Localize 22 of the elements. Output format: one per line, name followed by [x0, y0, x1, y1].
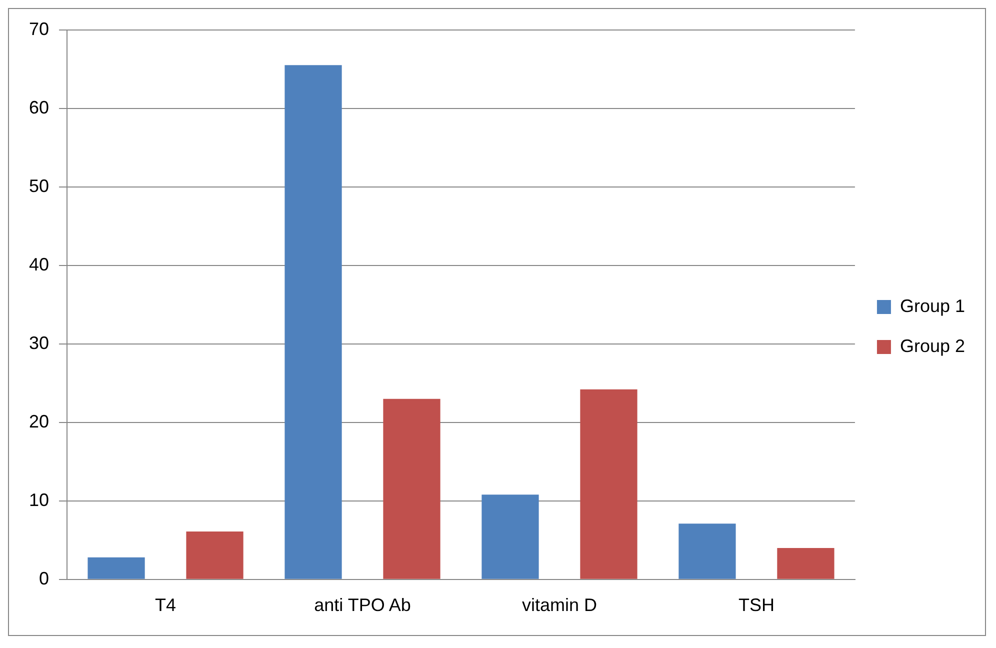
x-tick-label: vitamin D [522, 595, 597, 616]
x-tick-label: anti TPO Ab [314, 595, 411, 616]
y-tick-label: 10 [28, 490, 50, 510]
y-tick-label: 0 [39, 568, 50, 588]
y-tick-label: 30 [28, 332, 50, 353]
bar [186, 532, 244, 579]
x-tick-label: T4 [155, 595, 176, 616]
x-tick-label: TSH [738, 595, 774, 616]
y-tick-label: 60 [28, 97, 50, 118]
legend-label: Group 1 [900, 296, 966, 316]
y-tick-label: 50 [28, 176, 50, 196]
bar [777, 548, 834, 579]
bar [88, 557, 145, 579]
bar [580, 389, 638, 579]
bar [678, 524, 736, 579]
bar [383, 398, 440, 579]
y-tick-label: 40 [28, 254, 50, 274]
bar [482, 494, 539, 579]
y-tick-label: 70 [28, 18, 50, 39]
y-tick-label: 20 [28, 411, 50, 432]
bar [284, 65, 342, 579]
legend-label: Group 2 [900, 336, 966, 356]
